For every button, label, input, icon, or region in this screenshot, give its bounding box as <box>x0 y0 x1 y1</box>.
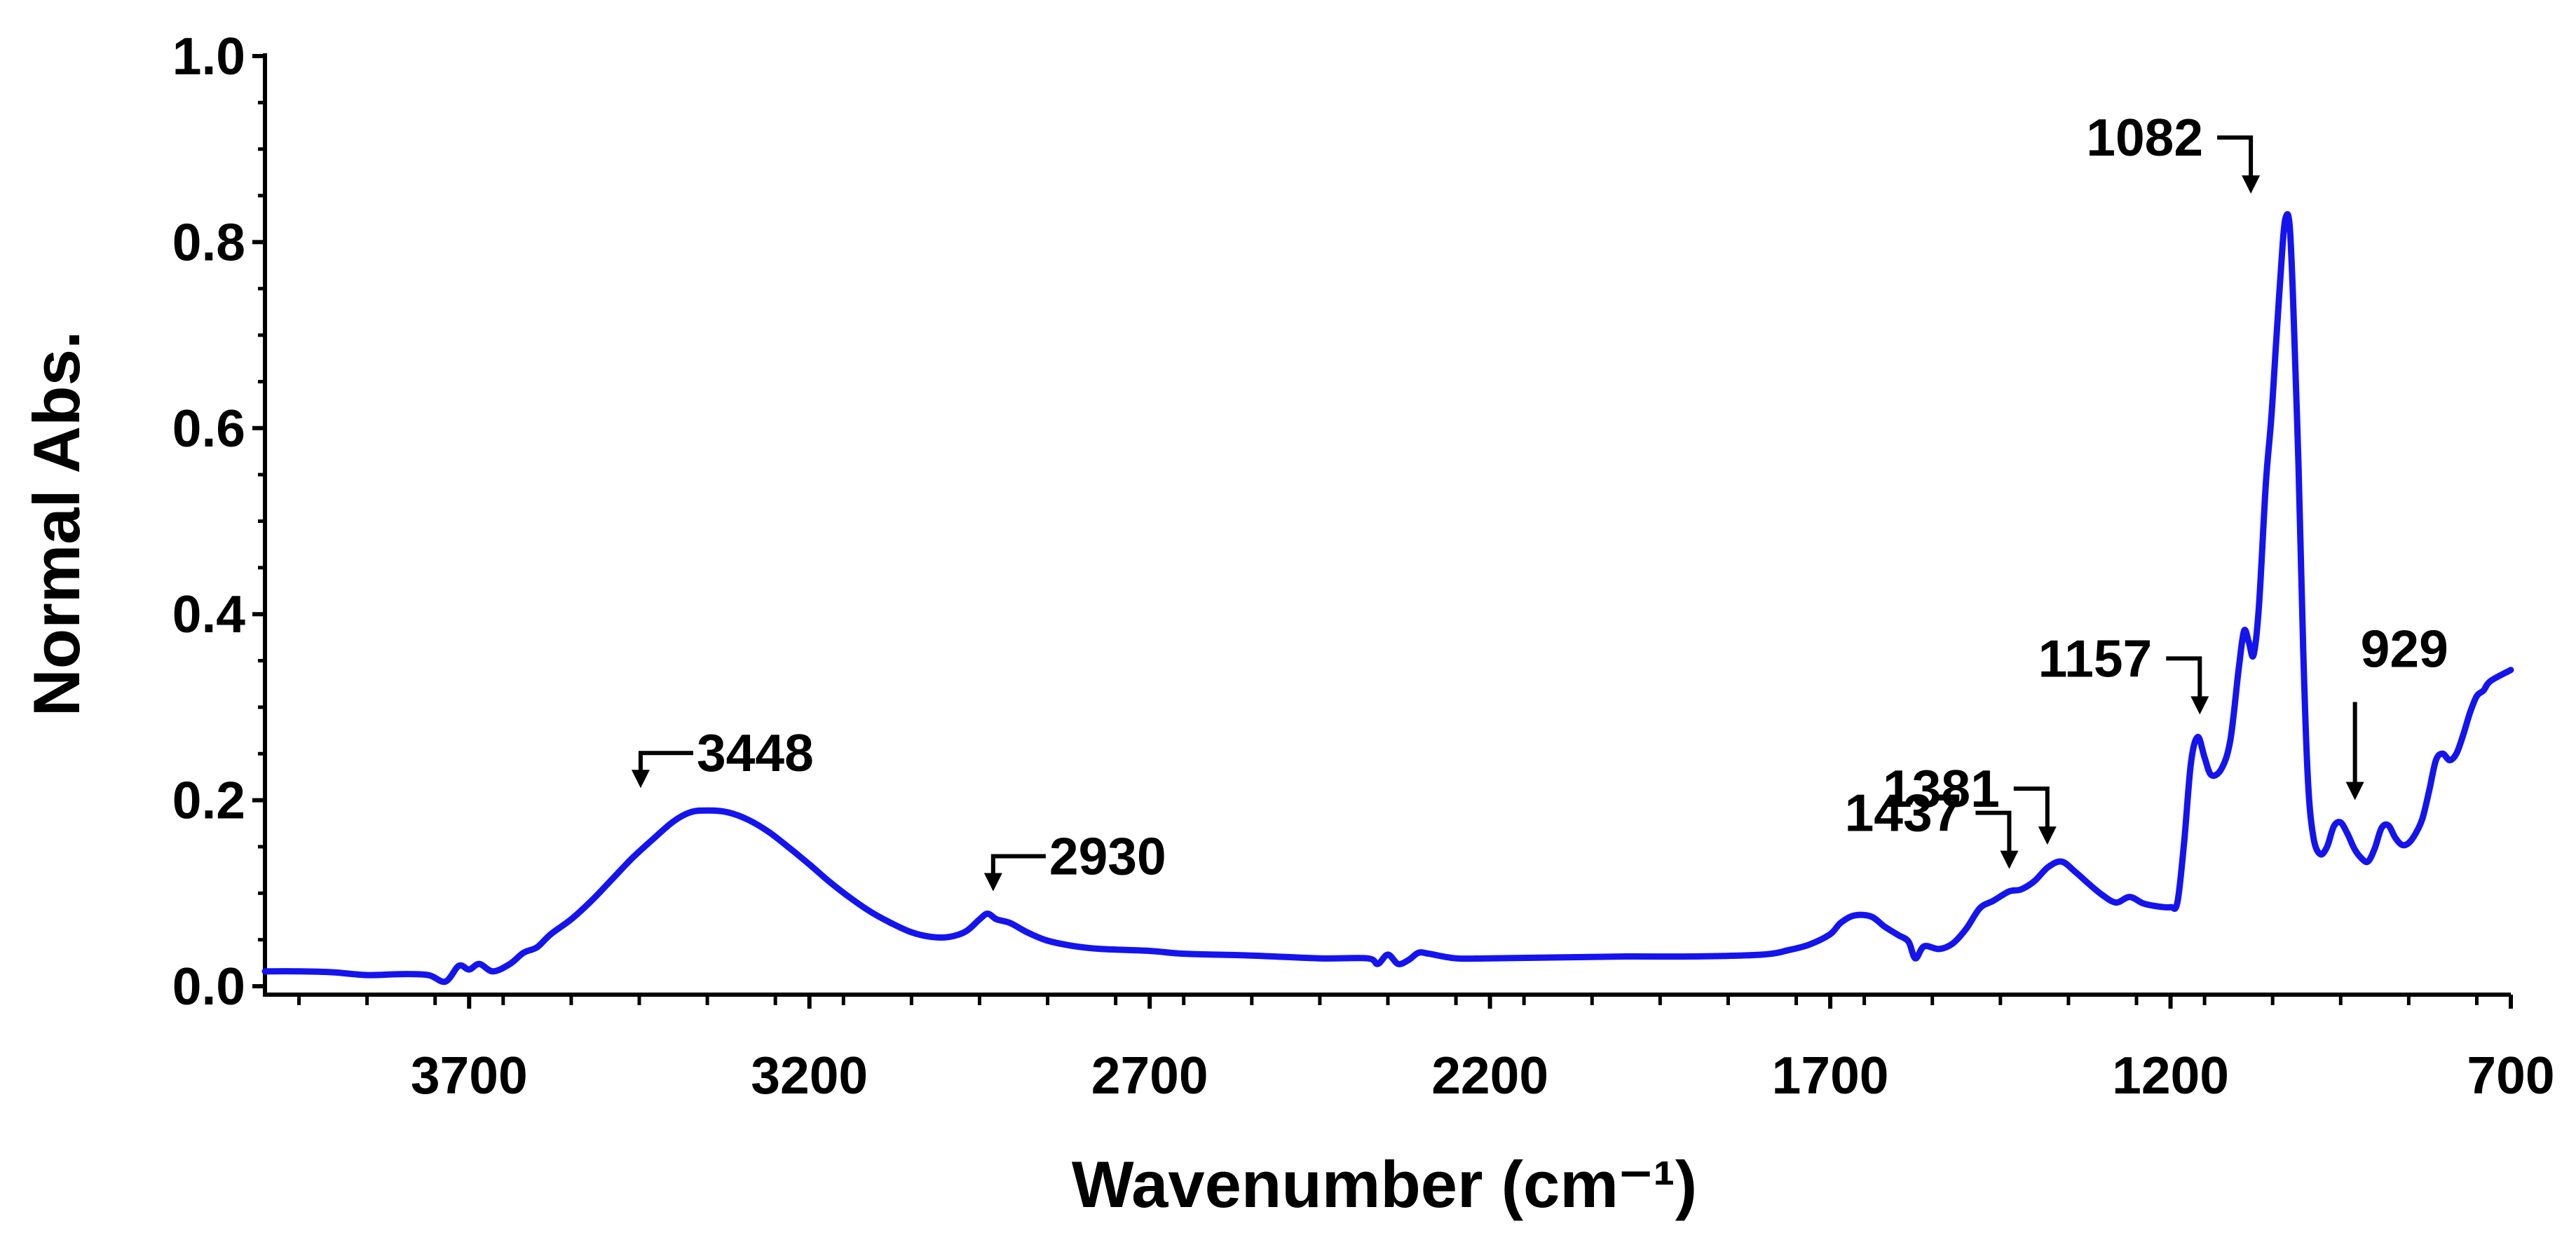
annotation-label: 929 <box>2361 619 2448 678</box>
y-tick-label: 0.4 <box>172 585 246 643</box>
spectrum-line <box>261 211 2514 986</box>
annotation-label: 2930 <box>1049 826 1166 885</box>
annotation-arrowhead <box>2038 826 2057 845</box>
peak-annotation-1437: 1437 <box>1845 784 2012 855</box>
x-tick-label: 3200 <box>751 1046 868 1105</box>
peak-annotation-1157: 1157 <box>2038 629 2202 701</box>
annotation-label: 1082 <box>2086 108 2203 167</box>
y-tick-label: 1.0 <box>172 27 245 86</box>
annotation-leader <box>2166 656 2202 701</box>
annotation-label: 1157 <box>2038 629 2153 688</box>
annotation-leader <box>990 854 1046 878</box>
y-ticks: 0.0 0.2 0.4 0.6 0.8 1.0 <box>172 27 265 1016</box>
x-tick-label: 2200 <box>1431 1046 1548 1105</box>
x-tick-label: 700 <box>2467 1046 2554 1105</box>
annotation-arrowhead <box>2000 850 2019 869</box>
annotation-label: 1381 <box>1883 759 2000 818</box>
annotation-arrowhead <box>2190 696 2209 715</box>
annotation-arrowhead <box>631 770 650 789</box>
x-tick-label: 3700 <box>411 1046 528 1105</box>
annotation-leader <box>2217 135 2254 180</box>
annotation-arrowhead <box>2242 175 2261 194</box>
annotation-leader <box>638 751 693 775</box>
peak-annotation-1082: 1082 <box>2086 108 2254 180</box>
peak-annotation-1381: 1381 <box>1883 759 2050 831</box>
peak-annotation-929: 929 <box>2352 619 2448 786</box>
x-axis-title: Wavenumber (cm⁻¹) <box>1072 1147 1697 1221</box>
annotation-arrowhead <box>983 873 1002 892</box>
annotation-label: 3448 <box>697 723 814 782</box>
peak-annotation-3448: 3448 <box>638 723 814 782</box>
peak-annotation-2930: 2930 <box>990 826 1166 885</box>
x-tick-label: 1700 <box>1772 1046 1889 1105</box>
annotation-label: 1437 <box>1845 784 1962 843</box>
annotation-arrowhead <box>2345 782 2364 800</box>
x-ticks: 3700 3200 2700 2200 1700 1200 700 <box>297 995 2555 1105</box>
y-tick-label: 0.6 <box>172 399 245 458</box>
annotation-leader <box>2013 786 2050 831</box>
x-tick-label: 2700 <box>1091 1046 1208 1105</box>
series <box>261 211 2514 986</box>
x-tick-label: 1200 <box>2112 1046 2229 1105</box>
annotation-leader <box>1975 810 2012 855</box>
y-tick-label: 0.2 <box>172 771 245 830</box>
y-tick-label: 0.8 <box>172 212 245 271</box>
y-axis-title: Normal Abs. <box>20 331 93 716</box>
y-tick-label: 0.0 <box>172 957 245 1016</box>
